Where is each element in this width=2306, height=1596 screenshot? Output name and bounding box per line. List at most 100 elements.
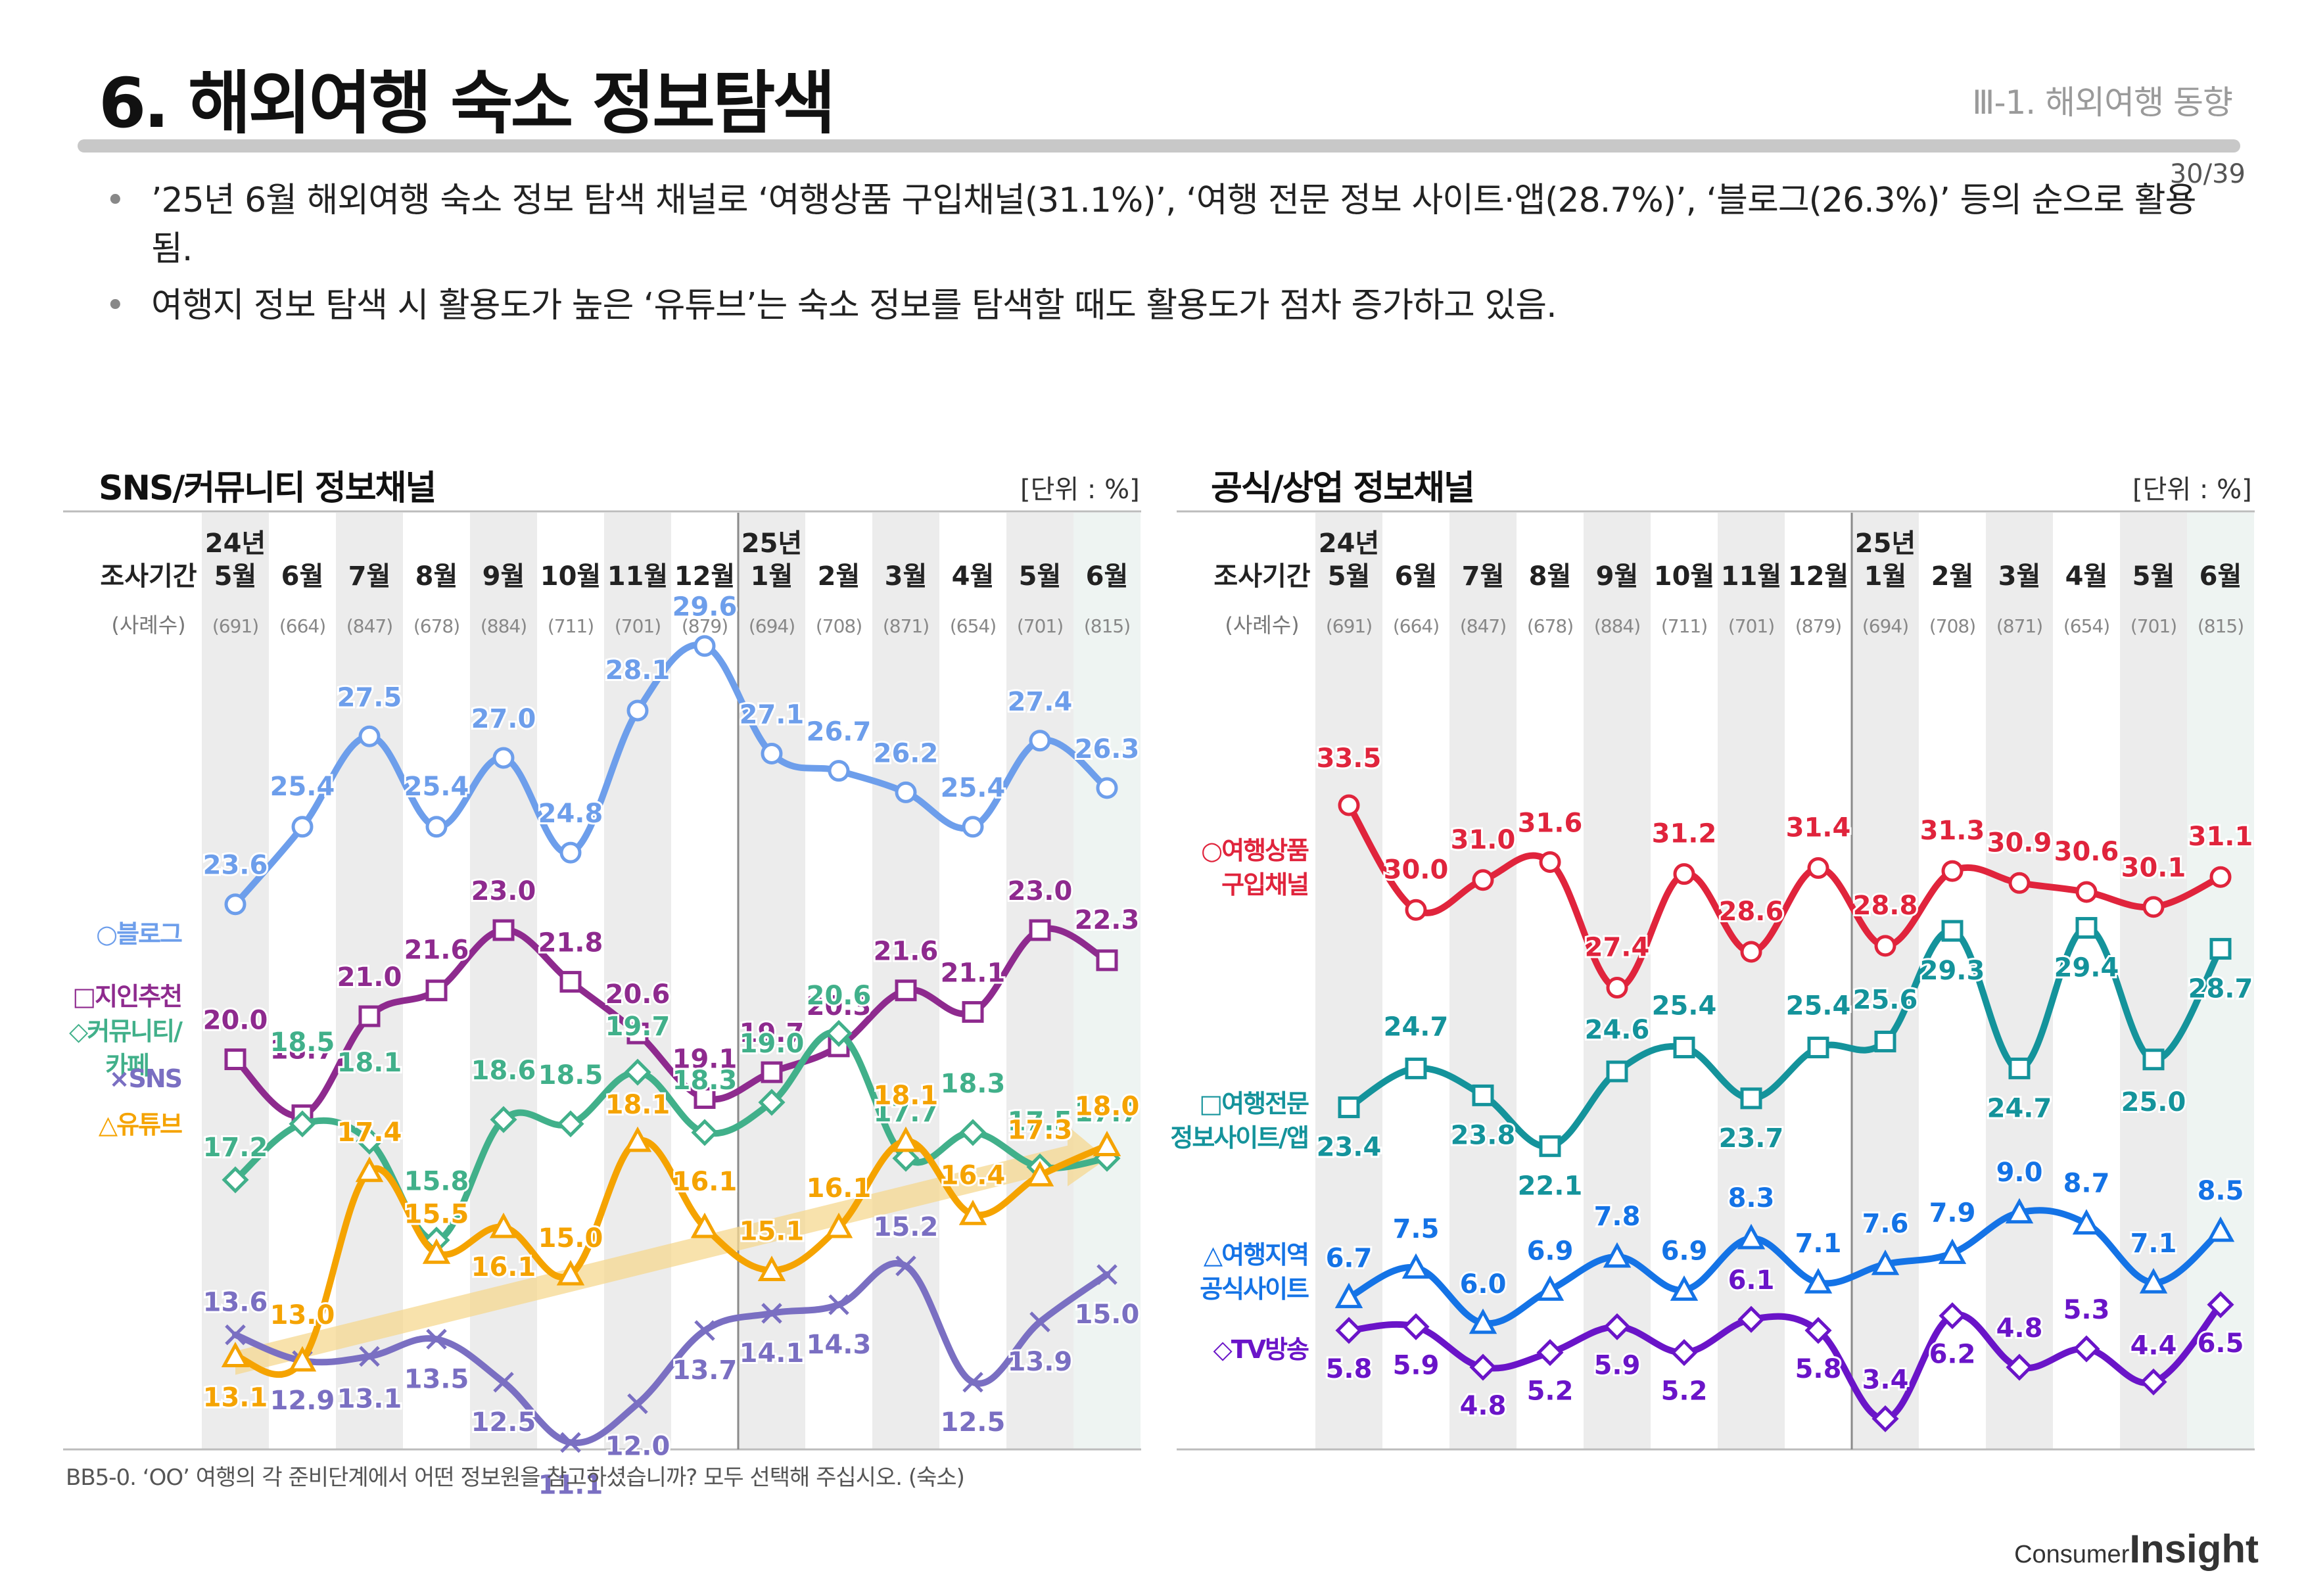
data-point bbox=[358, 725, 381, 747]
data-label: 18.7 bbox=[270, 1035, 335, 1066]
sample-count: (711) bbox=[1661, 615, 1707, 637]
data-label: 21.0 bbox=[337, 962, 402, 993]
data-label: 28.7 bbox=[2188, 974, 2253, 1004]
bullet-text: 여행지 정보 탐색 시 활용도가 높은 ‘유튜브’는 숙소 정보를 탐색할 때도… bbox=[151, 286, 1557, 325]
data-point bbox=[1804, 1268, 1833, 1294]
data-label: 19.7 bbox=[740, 1018, 805, 1048]
data-label: 7.5 bbox=[1393, 1214, 1440, 1244]
data-label: 21.8 bbox=[538, 928, 603, 958]
data-label: 22.1 bbox=[1518, 1171, 1583, 1202]
sample-count: (664) bbox=[279, 615, 325, 637]
data-label: 16.4 bbox=[941, 1160, 1006, 1190]
data-label: 3.4 bbox=[1862, 1365, 1909, 1395]
data-point bbox=[2209, 937, 2232, 960]
data-point bbox=[557, 1110, 584, 1138]
month-label: 1월 bbox=[751, 561, 793, 592]
data-label: 5.8 bbox=[1326, 1354, 1373, 1384]
month-label: 5월 bbox=[1328, 561, 1371, 592]
page-number: 30/39 bbox=[2169, 159, 2246, 189]
data-label: 13.5 bbox=[404, 1364, 469, 1394]
data-label: 15.8 bbox=[404, 1167, 469, 1197]
legend-label: △여행지역 bbox=[1204, 1240, 1308, 1269]
data-point bbox=[895, 979, 917, 1002]
data-point bbox=[2140, 1368, 2167, 1396]
month-label: 8월 bbox=[415, 561, 458, 592]
data-point bbox=[757, 1256, 786, 1281]
month-label: 12월 bbox=[1788, 561, 1848, 592]
legend-label: □여행전문 bbox=[1199, 1089, 1309, 1118]
data-point bbox=[1539, 1135, 1561, 1158]
month-label: 7월 bbox=[1462, 561, 1505, 592]
legend-label: ◇커뮤니티/ bbox=[69, 1017, 183, 1046]
data-label: 12.9 bbox=[270, 1386, 335, 1416]
data-point bbox=[1871, 1405, 1899, 1432]
data-label: 17.7 bbox=[1075, 1098, 1140, 1128]
data-label: 13.7 bbox=[672, 1355, 738, 1386]
sample-count: (815) bbox=[1084, 615, 1130, 637]
data-label: 19.1 bbox=[672, 1044, 738, 1074]
column-band bbox=[1718, 513, 1785, 1449]
data-point bbox=[560, 1432, 581, 1453]
data-label: 6.2 bbox=[1929, 1340, 1976, 1370]
data-point bbox=[694, 1320, 715, 1341]
data-point bbox=[2209, 866, 2232, 888]
legend-label: ◇TV방송 bbox=[1213, 1335, 1309, 1364]
sample-count: (871) bbox=[883, 615, 929, 637]
data-label: 27.4 bbox=[1008, 687, 1073, 717]
data-point bbox=[2142, 1048, 2165, 1071]
series-1: 23.6 25.4 27.5 25.4 27.0 24.8 28.1 29.6 27.126.7… bbox=[201, 590, 1141, 916]
data-point bbox=[492, 919, 515, 941]
data-point bbox=[690, 1212, 719, 1238]
data-label: 18.3 bbox=[672, 1066, 738, 1096]
data-point bbox=[623, 1126, 652, 1152]
data-label: 15.0 bbox=[1075, 1300, 1140, 1330]
data-point bbox=[1673, 1037, 1695, 1059]
data-label: 18.3 bbox=[941, 1069, 1006, 1099]
summary-bullets: • ’25년 6월 해외여행 숙소 정보 탐색 채널로 ‘여행상품 구입채널(31… bbox=[99, 176, 2202, 338]
sample-count: (654) bbox=[2063, 615, 2109, 637]
sample-count: (694) bbox=[1862, 615, 1908, 637]
column-band bbox=[738, 513, 805, 1449]
data-point bbox=[2008, 1057, 2031, 1079]
data-point bbox=[1536, 1275, 1565, 1301]
data-point bbox=[1670, 1275, 1699, 1301]
data-point bbox=[627, 1393, 648, 1415]
data-point bbox=[626, 1022, 649, 1044]
data-label: 27.4 bbox=[1585, 933, 1650, 963]
data-point bbox=[1737, 1305, 1765, 1333]
data-point bbox=[825, 1020, 853, 1047]
data-label: 24.6 bbox=[1585, 1015, 1650, 1045]
data-point bbox=[958, 1200, 987, 1225]
sample-count: (847) bbox=[1460, 615, 1506, 637]
data-label: 18.5 bbox=[270, 1027, 335, 1058]
data-label: 4.8 bbox=[1460, 1391, 1507, 1421]
data-label: 28.8 bbox=[1853, 891, 1918, 921]
data-point bbox=[1401, 1253, 1430, 1279]
sample-count: (711) bbox=[548, 615, 594, 637]
data-point bbox=[962, 816, 984, 838]
month-label: 10월 bbox=[540, 561, 601, 592]
data-point bbox=[2005, 1198, 2034, 1224]
data-label: 26.7 bbox=[807, 717, 872, 747]
title-underline bbox=[78, 139, 2240, 153]
data-label: 16.1 bbox=[807, 1173, 872, 1204]
legend-label: ○여행상품 bbox=[1201, 836, 1309, 865]
data-label: 19.7 bbox=[605, 1012, 671, 1042]
data-label: 18.0 bbox=[1075, 1092, 1140, 1122]
data-label: 17.7 bbox=[874, 1098, 939, 1128]
data-point bbox=[1874, 935, 1896, 957]
data-label: 23.8 bbox=[1451, 1120, 1516, 1150]
data-point bbox=[1405, 899, 1427, 921]
sample-count: (879) bbox=[682, 615, 728, 637]
data-label: 18.1 bbox=[605, 1090, 671, 1120]
trend-arrow bbox=[235, 1125, 1107, 1375]
data-label: 25.4 bbox=[1786, 991, 1851, 1021]
data-label: 18.6 bbox=[471, 1056, 536, 1086]
data-point bbox=[2075, 917, 2098, 939]
data-point bbox=[1338, 794, 1360, 816]
series-2: 20.018.721.021.623.021.820.619.119.720.3… bbox=[201, 874, 1141, 1127]
data-point bbox=[358, 1005, 381, 1027]
sample-count: (708) bbox=[1929, 615, 1975, 637]
data-label: 17.2 bbox=[203, 1133, 268, 1163]
month-label: 5월 bbox=[2132, 561, 2175, 592]
